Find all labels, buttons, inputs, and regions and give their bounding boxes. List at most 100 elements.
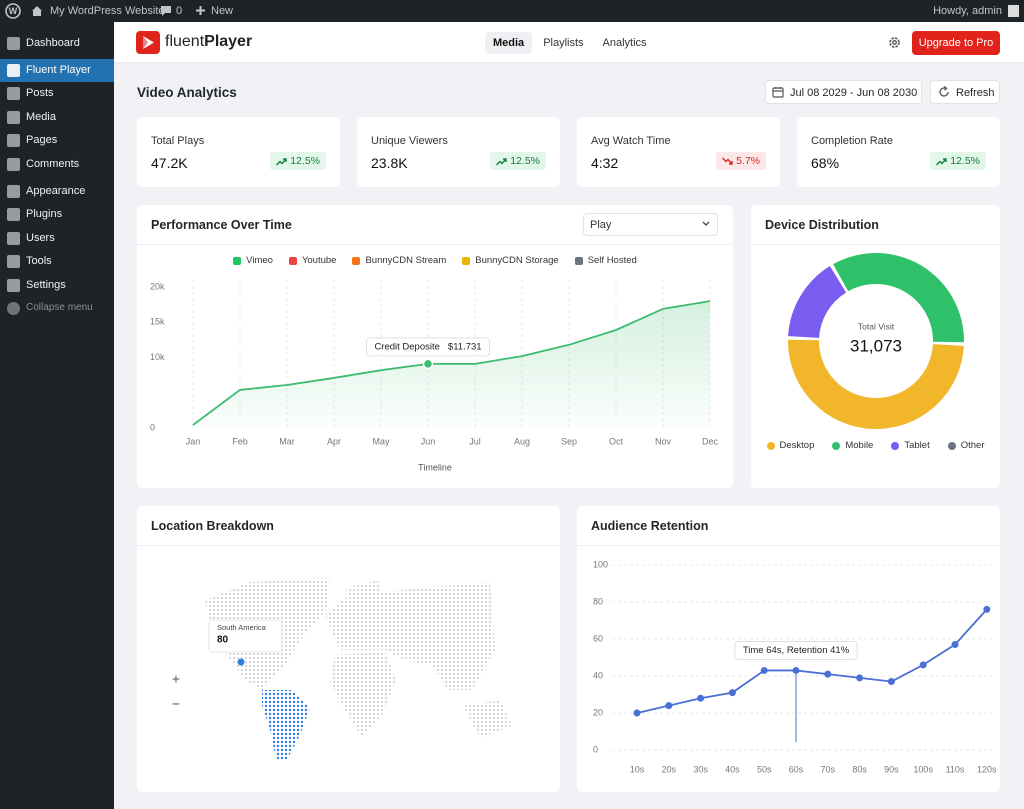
avatar[interactable] (1008, 5, 1019, 17)
site-name[interactable]: My WordPress Website (50, 5, 165, 17)
menu-icon (7, 232, 20, 245)
legend-item[interactable]: Youtube (288, 255, 337, 266)
trend-icon (496, 158, 507, 166)
point[interactable] (665, 702, 673, 710)
menu-item[interactable]: Appearance (0, 180, 114, 203)
legend-item[interactable]: Mobile (832, 440, 873, 451)
refresh-button[interactable]: Refresh (930, 80, 1000, 104)
menu-item[interactable]: Comments (0, 153, 114, 176)
stat-label: Avg Watch Time (591, 135, 671, 147)
point[interactable] (728, 689, 736, 697)
x-tick-label: Aug (514, 436, 530, 446)
tab[interactable]: Playlists (543, 37, 584, 49)
x-tick-label: Sep (561, 436, 577, 446)
zoom-in[interactable]: + (172, 671, 180, 687)
legend-label: Youtube (301, 255, 337, 266)
x-tick-label: 40s (725, 764, 740, 774)
menu-item[interactable]: Users (0, 227, 114, 250)
menu-item[interactable]: Dashboard (0, 32, 114, 55)
trend-icon (276, 158, 287, 166)
tooltip-value: $11.731 (448, 341, 482, 352)
menu-item[interactable]: Tools (0, 250, 114, 273)
x-tick-label: 110s (946, 764, 965, 774)
point[interactable] (824, 670, 832, 678)
africa[interactable] (330, 652, 396, 737)
brand-bold: Player (204, 33, 253, 50)
legend-item[interactable]: BunnyCDN Stream (352, 255, 446, 266)
card-title: Location Breakdown (151, 519, 274, 533)
greeting[interactable]: Howdy, admin (933, 5, 1002, 17)
point[interactable] (760, 666, 768, 674)
change-value: 12.5% (950, 155, 980, 167)
home-icon[interactable] (31, 5, 43, 17)
legend: Vimeo Youtube BunnyCDN Stream BunnyCDN Stor… (137, 255, 733, 266)
point[interactable] (697, 694, 705, 702)
tooltip-value: 80 (217, 635, 229, 646)
y-tick-label: 20k (150, 281, 165, 291)
comment-icon[interactable] (160, 5, 172, 17)
point[interactable] (422, 358, 434, 370)
calendar-icon (772, 87, 784, 98)
svg-text:W: W (9, 6, 18, 16)
plus-icon[interactable] (195, 5, 206, 16)
point[interactable] (633, 709, 641, 717)
metric-select[interactable]: Play (583, 213, 718, 236)
refresh-label: Refresh (956, 87, 995, 99)
point[interactable] (792, 666, 800, 674)
legend-item[interactable]: Tablet (891, 440, 930, 451)
menu-label: Media (26, 111, 56, 123)
upgrade-button[interactable]: Upgrade to Pro (912, 31, 1000, 55)
x-tick-label: Feb (232, 436, 248, 446)
legend-item[interactable]: Desktop (766, 440, 814, 451)
menu-item[interactable]: Fluent Player (0, 59, 114, 82)
pie-slice[interactable] (788, 339, 964, 430)
eurasia[interactable] (325, 582, 495, 690)
comment-count[interactable]: 0 (176, 5, 183, 17)
x-tick-label: Mar (279, 436, 295, 446)
tooltip-label: Credit Deposite (374, 341, 439, 352)
x-tick-label: 10s (630, 764, 645, 774)
point[interactable] (856, 674, 864, 682)
menu-item[interactable]: Plugins (0, 203, 114, 226)
tab[interactable]: Media (485, 32, 533, 54)
y-tick-label: 60 (593, 633, 603, 643)
legend-item[interactable]: Other (947, 440, 984, 451)
pie-slice[interactable] (833, 252, 964, 343)
trend-arrow (722, 157, 733, 165)
legend-label: BunnyCDN Stream (365, 255, 447, 266)
trend-arrow (936, 158, 947, 166)
menu-item[interactable]: Settings (0, 274, 114, 297)
point[interactable] (919, 661, 927, 669)
menu-item[interactable]: Media (0, 106, 114, 129)
x-tick-label: Dec (702, 436, 719, 446)
zoom-out[interactable]: − (172, 696, 180, 712)
pie-slice[interactable] (788, 266, 847, 338)
menu-icon (7, 158, 20, 171)
new-link[interactable]: New (211, 5, 234, 17)
legend-item[interactable]: BunnyCDN Storage (462, 255, 559, 266)
menu-icon (7, 302, 20, 315)
menu-item[interactable]: Pages (0, 129, 114, 152)
legend-item[interactable]: Self Hosted (574, 255, 637, 266)
australia[interactable] (463, 700, 512, 738)
point[interactable] (951, 641, 959, 649)
point[interactable] (887, 678, 895, 686)
divider (577, 545, 1000, 546)
south-america[interactable] (262, 690, 310, 760)
menu-label: Fluent Player (26, 64, 91, 76)
menu-item[interactable]: Collapse menu (0, 297, 114, 320)
divider (137, 244, 733, 245)
date-range-picker[interactable]: Jul 08 2029 - Jun 08 2030 (765, 80, 922, 104)
menu-label: Collapse menu (26, 302, 93, 313)
point[interactable] (983, 605, 991, 613)
stat-value: 23.8K (371, 155, 408, 171)
settings-icon[interactable] (888, 36, 901, 49)
wp-logo[interactable]: W (5, 3, 21, 19)
region-marker[interactable] (237, 658, 245, 666)
menu-item[interactable]: Posts (0, 82, 114, 105)
menu-label: Users (26, 232, 55, 244)
tab[interactable]: Analytics (602, 37, 647, 49)
tooltip-text: Time 64s, Retention 41% (743, 645, 850, 656)
legend-label: Tablet (904, 440, 930, 451)
legend-item[interactable]: Vimeo (233, 255, 273, 266)
